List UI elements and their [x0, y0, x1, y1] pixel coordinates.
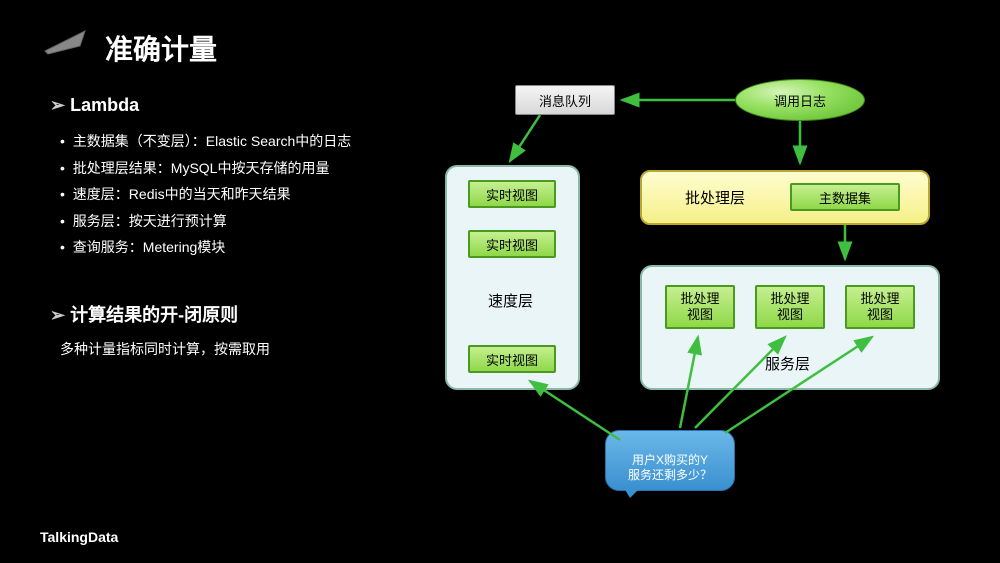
main-dataset-node: 主数据集 — [790, 183, 900, 211]
bullet-item: 主数据集（不变层）：Elastic Search中的日志 — [60, 128, 430, 155]
bullet-item: 批处理层结果：MySQL中按天存储的用量 — [60, 155, 430, 182]
section1-header: Lambda — [50, 95, 430, 116]
speed-layer-label: 速度层 — [488, 290, 533, 311]
bullet-item: 服务层：按天进行预计算 — [60, 208, 430, 235]
service-layer-label: 服务层 — [765, 353, 810, 374]
slide-title: 准确计量 — [105, 28, 217, 68]
call-log-label: 调用日志 — [774, 91, 826, 110]
batch-view-label: 批处理 视图 — [680, 291, 719, 322]
realtime-view-label: 实时视图 — [486, 350, 538, 369]
batch-view-2: 批处理 视图 — [755, 285, 825, 329]
title-decor-icon — [40, 26, 90, 56]
bullet-item: 查询服务：Metering模块 — [60, 234, 430, 261]
section2-subtext: 多种计量指标同时计算，按需取用 — [60, 339, 430, 359]
realtime-view-2: 实时视图 — [468, 230, 556, 258]
bullet-list: 主数据集（不变层）：Elastic Search中的日志 批处理层结果：MySQ… — [60, 128, 430, 261]
query-speech-bubble: 用户X购买的Y 服务还剩多少？ — [605, 430, 735, 491]
realtime-view-label: 实时视图 — [486, 235, 538, 254]
brand-logo: TalkingData — [40, 529, 118, 545]
batch-view-label: 批处理 视图 — [860, 291, 899, 322]
realtime-view-label: 实时视图 — [486, 185, 538, 204]
batch-view-3: 批处理 视图 — [845, 285, 915, 329]
query-text: 用户X购买的Y 服务还剩多少？ — [628, 453, 712, 483]
realtime-view-3: 实时视图 — [468, 345, 556, 373]
architecture-diagram: 消息队列 调用日志 实时视图 实时视图 速度层 实时视图 批处理层 主数据集 批… — [430, 85, 980, 505]
bullet-item: 速度层：Redis中的当天和昨天结果 — [60, 181, 430, 208]
call-log-node: 调用日志 — [735, 79, 865, 121]
batch-view-1: 批处理 视图 — [665, 285, 735, 329]
left-content: Lambda 主数据集（不变层）：Elastic Search中的日志 批处理层… — [50, 95, 430, 359]
batch-view-label: 批处理 视图 — [770, 291, 809, 322]
section2-header: 计算结果的开-闭原则 — [50, 301, 430, 327]
msg-queue-node: 消息队列 — [515, 85, 615, 115]
realtime-view-1: 实时视图 — [468, 180, 556, 208]
batch-layer-label: 批处理层 — [685, 187, 745, 208]
msg-queue-label: 消息队列 — [539, 91, 591, 110]
main-dataset-label: 主数据集 — [819, 188, 871, 207]
